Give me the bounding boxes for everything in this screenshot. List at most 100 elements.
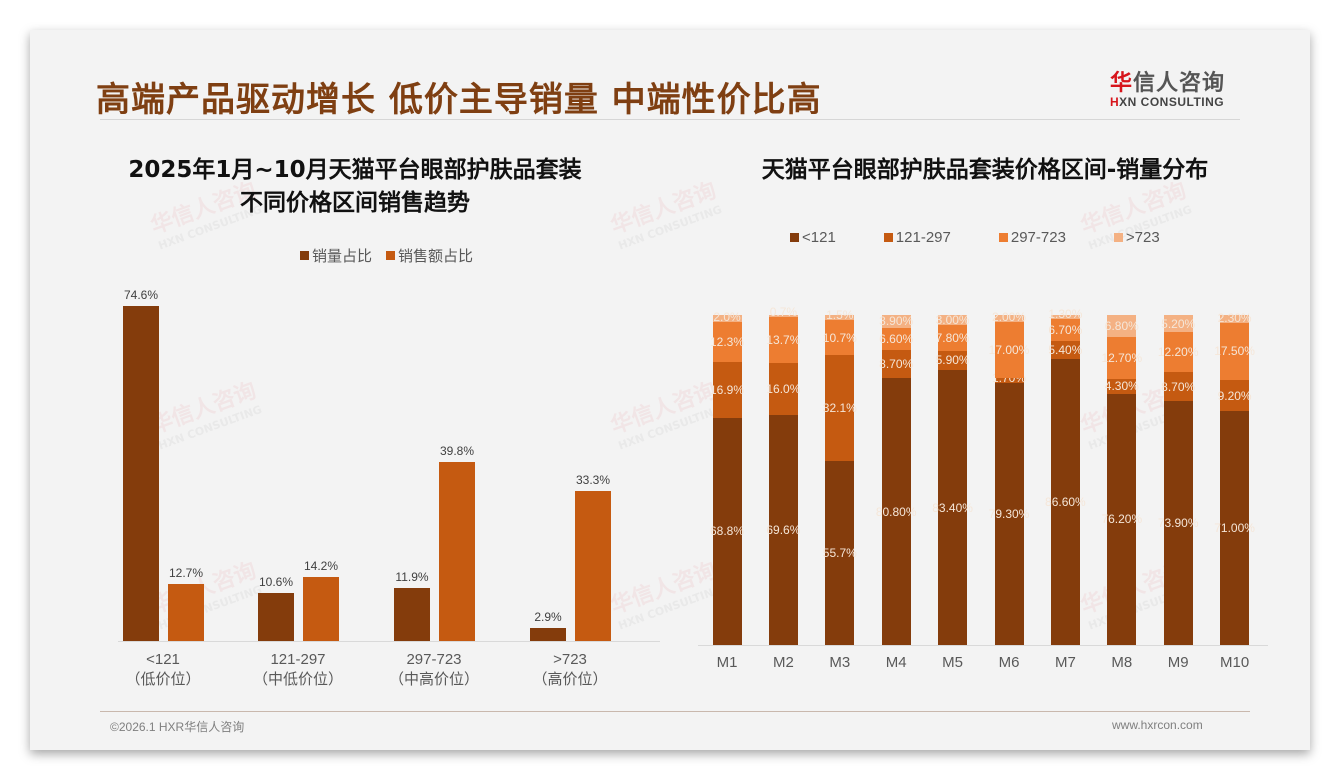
segment-label: 6.60% [879, 331, 914, 346]
logo-en: HXN CONSULTING [1110, 95, 1240, 109]
segment-label: 6.70% [1048, 323, 1083, 338]
legend-swatch [998, 233, 1008, 242]
stacked-bar-M8: 76.20% 4.30% 12.70% 6.80% [1101, 315, 1142, 645]
segment-label: 3.00% [935, 312, 970, 327]
stacked-bar-M4: 80.80% 8.70% 6.60% 3.90% [876, 314, 917, 645]
bar-segment: 7.80% [936, 324, 970, 351]
segment-label: 12.3% [709, 334, 745, 349]
data-label: 10.6% [258, 575, 294, 590]
segment-label: 1.5% [826, 307, 854, 322]
month-label: M5 [942, 654, 964, 671]
logo-en-rest: XN CONSULTING [1119, 95, 1225, 109]
stacked-bar-M9: 73.90% 8.70% 12.20% 5.20% [1158, 315, 1199, 645]
segment-label: 12.70% [1101, 351, 1143, 366]
bar-revenue [303, 577, 339, 641]
bar-segment: 0.7% [768, 305, 798, 319]
segment-label: 17.00% [988, 342, 1030, 357]
bar-segment: 1.5% [825, 308, 855, 322]
bar-segment: 17.00% [989, 321, 1029, 378]
month-label: M1 [716, 654, 738, 671]
footer-divider [100, 711, 1250, 712]
bar-volume [530, 627, 566, 641]
bar-volume [123, 306, 159, 641]
stacked-bar-M5: 83.40% 5.90% 7.80% 3.00% [932, 313, 973, 645]
company-logo: 华信人咨询 HXN CONSULTING [1110, 65, 1240, 109]
legend-swatch [790, 233, 799, 242]
segment-label: 8.70% [879, 357, 914, 372]
bar-segment: 13.7% [766, 317, 800, 363]
segment-label: 2.0% [713, 309, 741, 324]
category-label: >723 （高价位） [532, 651, 608, 688]
bar-segment: 32.1% [823, 355, 857, 462]
category-label: <121 （低价位） [125, 651, 201, 688]
segment-label: 86.60% [1045, 495, 1086, 510]
legend-item: >723 [1113, 229, 1160, 246]
segment-label: 16.0% [766, 381, 801, 396]
legend-item-revenue: 销售额占比 [386, 245, 473, 266]
logo-cn-red: 华 [1110, 71, 1134, 96]
bar-segment: 16.9% [710, 362, 744, 418]
bar-segment: 68.8% [710, 417, 744, 645]
segment-label: 10.7% [822, 330, 857, 345]
segment-label: 83.40% [932, 500, 973, 515]
bar-revenue [439, 462, 475, 641]
bar-segment: 2.0% [712, 310, 742, 324]
bar-segment: 4.30% [1105, 379, 1139, 394]
month-label: M8 [1111, 654, 1133, 671]
segment-label: 69.6% [766, 523, 801, 538]
segment-label: 73.90% [1157, 516, 1199, 531]
segment-label: 9.20% [1217, 388, 1252, 403]
bar-volume [394, 587, 430, 641]
bar-segment: 3.90% [879, 314, 913, 328]
segment-label: 2.30% [1217, 310, 1252, 325]
legend-label: 销量占比 [312, 248, 373, 265]
bar-segment: 6.60% [879, 327, 913, 350]
bar-segment: 16.0% [766, 362, 800, 416]
legend-label: <121 [802, 229, 836, 246]
segment-label: 16.9% [709, 383, 745, 398]
bar-segment: 2.00% [992, 310, 1026, 324]
segment-label: 76.20% [1101, 512, 1143, 527]
stacked-bar-M6: 79.30% 1.70% 17.00% 2.00% [989, 310, 1029, 645]
month-label: M4 [885, 654, 907, 671]
bar-segment: 69.6% [766, 415, 800, 645]
bar-segment: 73.90% [1158, 401, 1199, 645]
logo-cn: 华信人咨询 [1110, 65, 1240, 97]
segment-label: 71.00% [1214, 520, 1255, 535]
legend-swatch [883, 233, 893, 242]
bar-segment: 8.70% [1161, 372, 1195, 402]
segment-label: 17.50% [1214, 344, 1255, 359]
bar-segment: 1.30% [1048, 307, 1082, 321]
bar-segment: 1.70% [992, 371, 1026, 385]
page-title: 高端产品驱动增长 低价主导销量 中端性价比高 [96, 80, 822, 120]
segment-label: 55.7% [822, 546, 857, 561]
legend-item: 121-297 [883, 229, 951, 246]
legend-label: 297-723 [1010, 229, 1066, 246]
left-chart-legend: 销量占比 销售额占比 [300, 245, 473, 266]
bar-segment: 12.20% [1158, 332, 1199, 373]
legend-label: >723 [1125, 229, 1160, 246]
stacked-bar-M2: 69.6% 16.0% 13.7% 0.7% [766, 305, 800, 645]
right-chart-title: 天猫平台眼部护肤品套装价格区间-销量分布 [761, 157, 1209, 183]
bar-segment: 80.80% [876, 378, 917, 645]
data-label: 39.8% [439, 444, 475, 459]
bar-segment: 5.20% [1161, 315, 1195, 333]
segment-label: 5.40% [1048, 343, 1083, 358]
segment-label: 1.30% [1048, 307, 1083, 322]
segment-label: 12.20% [1157, 345, 1199, 360]
data-label: 11.9% [395, 569, 429, 584]
bar-segment: 12.70% [1101, 337, 1142, 380]
segment-label: 5.90% [935, 353, 970, 368]
bar-segment: 5.90% [936, 350, 970, 371]
segment-label: 5.20% [1161, 316, 1196, 331]
bar-segment: 79.30% [989, 383, 1029, 645]
footer-website[interactable]: www.hxrcon.com [1112, 718, 1203, 732]
stacked-bar-M1: 68.8% 16.9% 12.3% 2.0% [710, 310, 744, 645]
bar-segment: 3.00% [936, 313, 970, 327]
left-chart-title-line1: 2025年1月~10月天猫平台眼部护肤品套装 [128, 157, 582, 183]
month-label: M9 [1167, 654, 1189, 671]
legend-item-volume: 销量占比 [300, 245, 372, 266]
bar-volume [258, 593, 294, 641]
bar-segment: 6.70% [1048, 319, 1082, 342]
